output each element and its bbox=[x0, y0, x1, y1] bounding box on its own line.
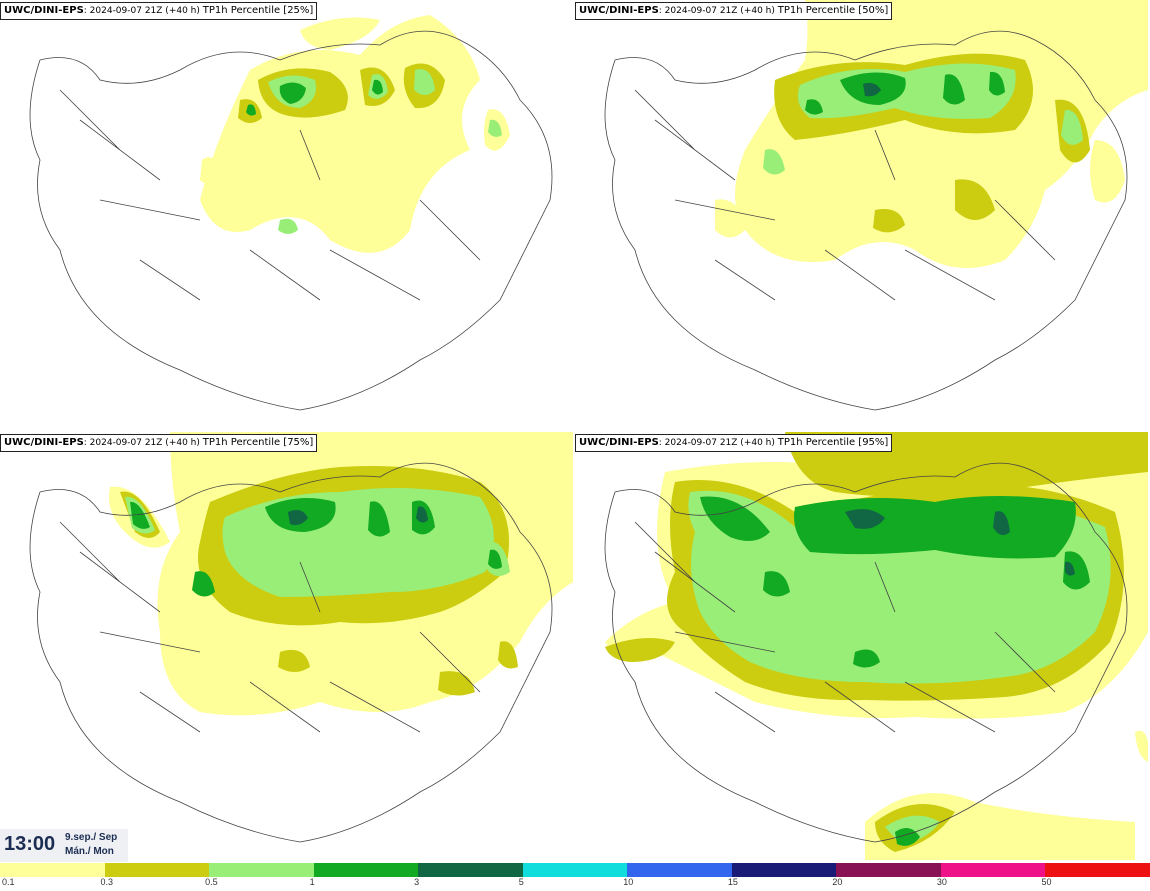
precip-darkgreen bbox=[288, 506, 428, 526]
model-name: UWC/DINI-EPS bbox=[4, 5, 84, 16]
legend-tick-label: 0.5 bbox=[205, 877, 218, 887]
legend-swatch bbox=[731, 863, 837, 877]
model-name: UWC/DINI-EPS bbox=[579, 5, 659, 16]
legend-swatch bbox=[0, 863, 105, 877]
color-legend bbox=[0, 863, 1150, 877]
model-name: UWC/DINI-EPS bbox=[579, 437, 659, 448]
legend-swatch bbox=[627, 863, 732, 877]
run-info: : 2024-09-07 21Z (+40 h) bbox=[83, 6, 200, 16]
coastline bbox=[29, 30, 553, 411]
parameter-label: TP1h Percentile [50%] bbox=[777, 5, 889, 16]
precip-map-p50 bbox=[604, 0, 1148, 411]
legend-swatch bbox=[418, 863, 523, 877]
legend-tick-label: 1 bbox=[309, 877, 315, 887]
panel-title: UWC/DINI-EPS: 2024-09-07 21Z (+40 h) TP1… bbox=[575, 434, 893, 452]
legend-swatch bbox=[522, 863, 628, 877]
map-panel-p95: UWC/DINI-EPS: 2024-09-07 21Z (+40 h) TP1… bbox=[575, 432, 1148, 860]
parameter-label: TP1h Percentile [75%] bbox=[202, 437, 314, 448]
run-info: : 2024-09-07 21Z (+40 h) bbox=[83, 438, 200, 448]
precip-map-p25 bbox=[29, 15, 553, 411]
legend-swatch bbox=[104, 863, 210, 877]
legend-labels: 0.1 0.3 0.5 1 3 5 10 15 20 30 50 bbox=[0, 877, 1150, 891]
legend-tick-label: 50 bbox=[1041, 877, 1052, 887]
run-info: : 2024-09-07 21Z (+40 h) bbox=[658, 438, 775, 448]
precip-yellow bbox=[200, 15, 510, 253]
precip-map-p75 bbox=[29, 432, 573, 843]
legend-tick-label: 20 bbox=[832, 877, 843, 887]
legend-tick-label: 0.3 bbox=[100, 877, 114, 887]
valid-time: 13:00 bbox=[4, 833, 56, 855]
model-name: UWC/DINI-EPS bbox=[4, 437, 84, 448]
map-panel-p50: UWC/DINI-EPS: 2024-09-07 21Z (+40 h) TP1… bbox=[575, 0, 1148, 428]
legend-swatch bbox=[313, 863, 419, 877]
precip-green bbox=[246, 79, 383, 116]
coastline bbox=[29, 462, 553, 843]
precip-darkgreen bbox=[845, 509, 1075, 576]
parameter-label: TP1h Percentile [95%] bbox=[777, 437, 889, 448]
legend-swatch bbox=[836, 863, 941, 877]
panel-title: UWC/DINI-EPS: 2024-09-07 21Z (+40 h) TP1… bbox=[575, 2, 893, 20]
legend-swatch bbox=[209, 863, 314, 877]
precip-darkgreen bbox=[863, 82, 881, 97]
valid-time-box: 13:00 9.sep./ Sep Mán./ Mon bbox=[0, 829, 128, 862]
map-panel-p25: UWC/DINI-EPS: 2024-09-07 21Z (+40 h) TP1… bbox=[0, 0, 573, 428]
legend-tick-label: 0.1 bbox=[2, 877, 15, 887]
coastline bbox=[604, 30, 1128, 411]
legend-swatch bbox=[1045, 863, 1150, 877]
panel-title: UWC/DINI-EPS: 2024-09-07 21Z (+40 h) TP1… bbox=[0, 434, 318, 452]
legend-tick-label: 15 bbox=[727, 877, 738, 887]
map-panel-p75: UWC/DINI-EPS: 2024-09-07 21Z (+40 h) TP1… bbox=[0, 432, 573, 860]
valid-date: 9.sep./ Sep bbox=[65, 832, 118, 843]
parameter-label: TP1h Percentile [25%] bbox=[202, 5, 314, 16]
coastline bbox=[604, 462, 1128, 843]
valid-day: Mán./ Mon bbox=[65, 846, 114, 857]
legend-tick-label: 10 bbox=[623, 877, 634, 887]
precip-map-p95 bbox=[604, 432, 1148, 860]
legend-swatch bbox=[940, 863, 1046, 877]
panel-title: UWC/DINI-EPS: 2024-09-07 21Z (+40 h) TP1… bbox=[0, 2, 318, 20]
legend-tick-label: 3 bbox=[414, 877, 420, 887]
legend-tick-label: 30 bbox=[936, 877, 947, 887]
legend-tick-label: 5 bbox=[518, 877, 524, 887]
run-info: : 2024-09-07 21Z (+40 h) bbox=[658, 6, 775, 16]
